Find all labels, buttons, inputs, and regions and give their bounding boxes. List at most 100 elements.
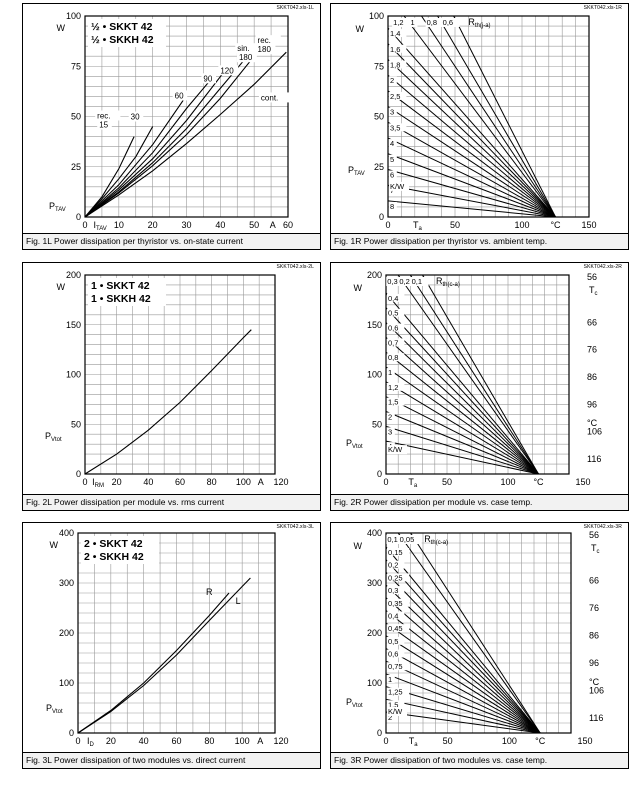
right-tick-label: 106 <box>589 686 604 696</box>
rth-label: 1,25 <box>388 688 403 697</box>
x-axis-label: Ta <box>409 736 419 748</box>
rth-label: 0,3 <box>388 586 398 595</box>
legend-entry: ½ • SKKH 42 <box>91 34 154 46</box>
plot-frame <box>385 274 570 475</box>
right-tick-label: 56 <box>589 530 599 540</box>
right-tick-label: 76 <box>587 345 597 355</box>
series-label: rec. <box>97 112 110 121</box>
right-tick-label: 106 <box>587 427 602 437</box>
chart-caption: Fig. 1R Power dissipation per thyristor … <box>331 233 628 249</box>
label-bg <box>410 277 429 286</box>
rth-curve <box>385 698 541 734</box>
rth-curve <box>385 711 541 734</box>
rth-curve <box>385 635 541 734</box>
y-axis-label: PVtot <box>45 431 62 443</box>
y-tick-label: 50 <box>374 112 384 122</box>
label-bg <box>389 107 397 116</box>
x-tick-label: 0 <box>383 736 388 746</box>
x-unit-label: A <box>257 736 263 746</box>
label-bg <box>387 412 395 421</box>
label-bg <box>389 60 407 69</box>
y-tick-label: 300 <box>367 578 382 588</box>
y-unit-label: W <box>354 541 363 551</box>
y-tick-label: 0 <box>69 728 74 738</box>
label-bg <box>387 636 405 645</box>
rth-label: 1,5 <box>388 700 398 709</box>
rth-label: 0,3 <box>387 277 397 286</box>
series-label: rec. <box>258 36 271 45</box>
y-tick-label: 200 <box>367 270 382 280</box>
rth-label: 0,15 <box>388 548 403 557</box>
chart-panel-2L: 1 • SKKT 42 1 • SKKH 42 0 50 100 150 200 0 20 40 6… <box>22 262 321 511</box>
rth-label: 0,4 <box>388 611 398 620</box>
rth-label: 2 <box>388 713 392 722</box>
chart-panel-3R: 0,1 0,05 0,15 0,2 0,25 0,3 0,35 0,4 0,45 0,5 0,6 0,… <box>330 522 629 769</box>
series-line <box>84 79 211 218</box>
rth-curve <box>385 337 539 475</box>
series-label: 120 <box>220 66 234 75</box>
label-bg <box>389 201 397 210</box>
rth-label: 1,6 <box>390 45 400 54</box>
x-unit-label: °C <box>550 220 561 230</box>
rth-label: 0,8 <box>427 18 437 27</box>
right-tick-label: 66 <box>589 576 599 586</box>
rth-curve <box>453 15 556 218</box>
rth-label: 1 <box>388 368 392 377</box>
series-line <box>84 55 248 218</box>
y-tick-label: 0 <box>76 212 81 222</box>
rth-curve <box>387 169 556 218</box>
series-line <box>84 51 287 218</box>
rth-label: 0,6 <box>388 324 398 333</box>
x-tick-label: 40 <box>215 220 225 230</box>
label-bg <box>387 397 405 406</box>
x-unit-label: °C <box>533 477 544 487</box>
rth-label: 1,8 <box>390 60 400 69</box>
label-bg <box>387 687 410 696</box>
rth-unit-label: K/W <box>388 445 403 454</box>
label-bg <box>389 123 407 132</box>
x-axis-label: ID <box>87 736 95 748</box>
x-axis-label: Ta <box>408 477 418 489</box>
rth-curve <box>387 59 556 218</box>
rth-curve <box>385 292 539 475</box>
rth-curve <box>385 648 541 734</box>
label-bg <box>387 598 410 607</box>
rth-curve <box>385 425 539 475</box>
series-label: 15 <box>99 121 108 130</box>
rth-curve <box>385 307 539 475</box>
y-tick-label: 75 <box>374 61 384 71</box>
right-tick-label: 56 <box>587 272 597 282</box>
chart-panel-3L: 2 • SKKT 42 2 • SKKH 42 R L 0 100 200 300 400 0 20… <box>22 522 321 769</box>
label-bg <box>387 293 405 302</box>
x-tick-label: 0 <box>82 220 87 230</box>
x-tick-label: 40 <box>139 736 149 746</box>
series-label: 180 <box>258 45 272 54</box>
label-bg <box>392 18 411 27</box>
rth-curve <box>387 74 556 218</box>
rth-curve <box>397 274 539 475</box>
rth-curve <box>385 546 541 734</box>
label-bg <box>255 44 276 55</box>
rth-label: 4 <box>390 139 394 148</box>
rth-label: 0,7 <box>388 338 398 347</box>
y-axis-label: PVtot <box>46 703 63 715</box>
y-tick-label: 100 <box>66 11 81 21</box>
rth-curve <box>385 396 539 475</box>
y-tick-label: 100 <box>369 11 384 21</box>
rth-label: 0,8 <box>388 353 398 362</box>
series-label: cont. <box>261 93 278 102</box>
series-line <box>77 577 251 734</box>
chart-caption: Fig. 2L Power dissipation per module vs.… <box>23 494 320 510</box>
label-bg <box>409 18 418 27</box>
chart-caption: Fig. 1L Power dissipation per thyristor … <box>23 233 320 249</box>
label-bg <box>387 560 405 569</box>
chart-code: SKKT042.xls-3L <box>276 524 314 530</box>
plot-frame <box>385 532 572 734</box>
right-unit-label: °C <box>589 677 600 687</box>
chart-code: SKKT042.xls-1R <box>583 5 622 11</box>
y-axis-label: PTAV <box>348 165 365 177</box>
y-tick-label: 0 <box>377 469 382 479</box>
chart-panel-1L: ½ • SKKT 42 ½ • SKKH 42 rec. 15 30 60 90 120 sin… <box>22 3 321 250</box>
rth-curve <box>385 411 539 475</box>
chart-panel-1R: 1,210,80,61,41,61,822,533,545678Rth(j-a)… <box>330 3 629 250</box>
